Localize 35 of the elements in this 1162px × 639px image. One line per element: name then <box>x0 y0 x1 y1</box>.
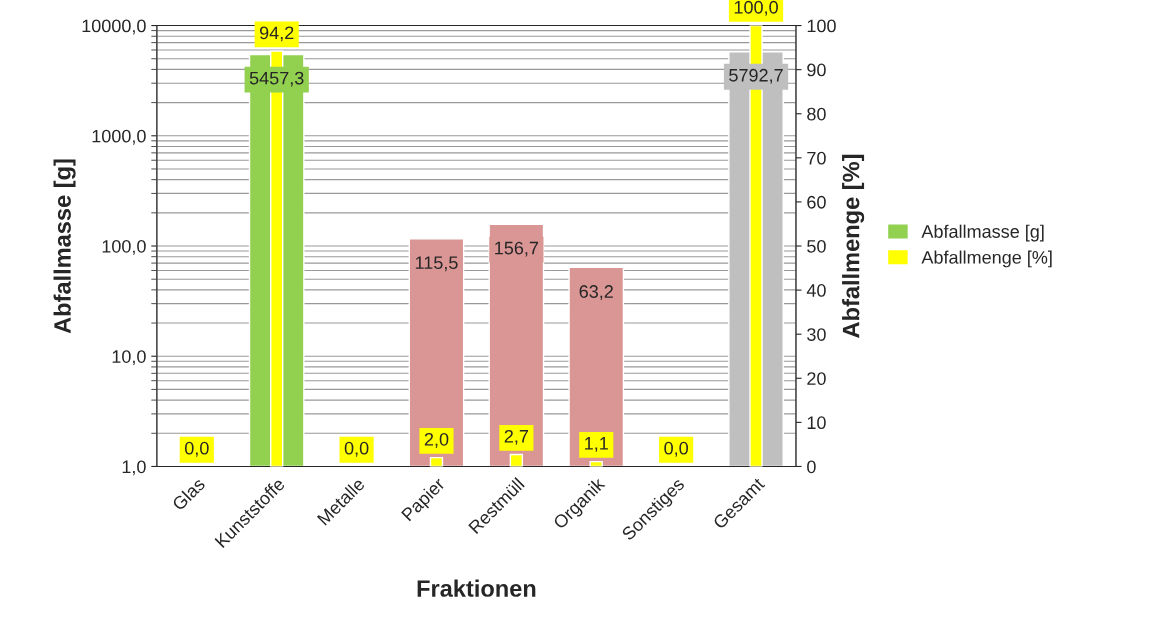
y2-tick-label: 40 <box>806 284 826 297</box>
y2-tick-label: 60 <box>807 195 826 209</box>
legend-label: Abfallmenge [%] <box>921 250 1052 268</box>
y-tick-label: 1000,0 <box>92 129 146 145</box>
y-tick-label: 10000,0 <box>82 19 146 35</box>
x-tick-label: Glas <box>171 476 206 512</box>
data-label: 5792,7 <box>729 68 783 84</box>
legend-label: Abfallmasse [g] <box>921 224 1044 242</box>
x-axis-title: Fraktionen <box>417 579 536 597</box>
y2-tick-label: 90 <box>807 63 826 77</box>
y2-tick-label: 0 <box>807 460 816 474</box>
y-tick-label: 1,0 <box>122 460 146 476</box>
y2-tick-label: 70 <box>807 151 826 165</box>
y2-tick-label: 30 <box>807 328 826 341</box>
y2-axis-title: Abfallmenge [%] <box>842 154 865 338</box>
data-label: 0,0 <box>344 441 369 457</box>
data-label: 63,2 <box>579 285 613 301</box>
data-label: 5457,3 <box>249 71 304 87</box>
data-label: 1,1 <box>585 437 608 452</box>
data-label: 94,2 <box>259 26 294 42</box>
y2-tick-label: 50 <box>807 239 826 253</box>
data-label: 156,7 <box>495 241 539 257</box>
data-label: 115,5 <box>415 256 458 272</box>
y-tick-label: 10,0 <box>112 350 146 366</box>
data-label: 100,0 <box>734 0 778 16</box>
data-label: 2,7 <box>504 429 529 445</box>
y-tick-label: 100,0 <box>102 239 146 255</box>
y2-tick-label: 100 <box>807 19 836 33</box>
y-axis-title: Abfallmasse [g] <box>53 159 76 334</box>
y2-tick-label: 80 <box>807 107 826 121</box>
data-label: 2,0 <box>424 432 449 448</box>
y2-tick-label: 20 <box>807 372 826 386</box>
y2-tick-label: 10 <box>807 416 826 430</box>
data-label: 0,0 <box>184 441 209 457</box>
data-label: 0,0 <box>664 441 688 457</box>
